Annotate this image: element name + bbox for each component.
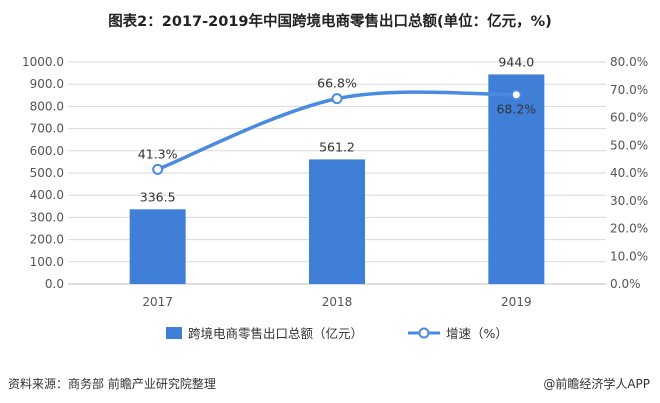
line-series: 41.3% 66.8% 68.2% [138,76,536,175]
bar-data-label: 336.5 [140,189,176,204]
bar [129,209,186,284]
x-axis-ticks: 2017 2018 2019 [142,295,531,309]
left-tick-label: 100.0 [30,255,64,269]
right-tick-label: 40.0% [610,166,648,180]
right-tick-label: 60.0% [610,111,648,125]
legend-bar-swatch [166,327,182,339]
bar [488,74,545,284]
bar-data-label: 561.2 [319,139,355,154]
x-tick-label: 2017 [142,295,173,309]
bar-series: 336.5 561.2 944.0 [129,54,545,284]
legend: 跨境电商零售出口总额（亿元） 增速（%） [166,326,508,341]
legend-line-label: 增速（%） [446,326,508,341]
line-data-label: 41.3% [138,146,178,161]
right-axis-ticks: 0.0% 10.0% 20.0% 30.0% 40.0% 50.0% 60.0% 70.0% 8… [610,55,648,291]
source-note: 资料来源：商务部 前瞻产业研究院整理 [8,377,216,391]
line-data-label: 68.2% [496,102,536,117]
left-tick-label: 300.0 [30,210,64,224]
x-tick-label: 2019 [501,295,532,309]
left-tick-label: 400.0 [30,188,64,202]
left-tick-label: 1000.0 [22,55,64,69]
line-point [510,89,522,101]
legend-line-marker [418,327,430,339]
right-tick-label: 20.0% [610,222,648,236]
x-tick-label: 2018 [322,295,353,309]
right-tick-label: 50.0% [610,138,648,152]
left-tick-label: 700.0 [30,122,64,136]
left-tick-label: 900.0 [30,77,64,91]
bar-data-label: 944.0 [498,54,534,69]
left-tick-label: 0.0 [45,277,64,291]
right-tick-label: 70.0% [610,83,648,97]
brand-note: @前瞻经济学人APP [543,377,650,391]
line-data-label: 66.8% [317,76,357,91]
left-tick-label: 200.0 [30,233,64,247]
legend-bar-label: 跨境电商零售出口总额（亿元） [188,326,363,341]
chart-title: 图表2：2017-2019年中国跨境电商零售出口总额(单位：亿元，%) [108,14,552,30]
line-point [152,163,164,175]
bar [309,159,365,284]
right-tick-label: 30.0% [610,194,648,208]
left-tick-label: 500.0 [30,166,64,180]
left-tick-label: 800.0 [30,99,64,113]
line-point [331,93,343,105]
right-tick-label: 0.0% [610,277,641,291]
right-tick-label: 80.0% [610,55,648,69]
left-axis-ticks: 0.0 100.0 200.0 300.0 400.0 500.0 600.0 700.0 80… [22,55,64,291]
left-tick-label: 600.0 [30,144,64,158]
right-tick-label: 10.0% [610,249,648,263]
